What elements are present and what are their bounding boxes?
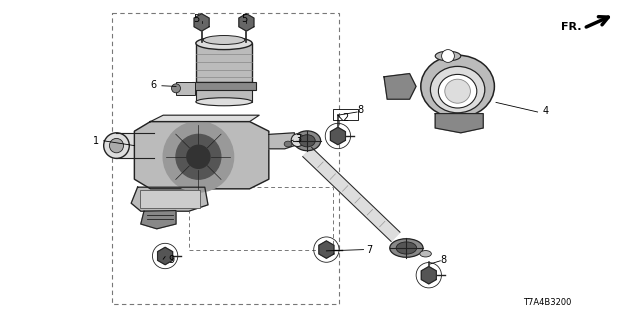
Text: 9: 9	[168, 255, 175, 265]
Ellipse shape	[294, 131, 321, 151]
Text: 4: 4	[543, 106, 549, 116]
Bar	[189, 187, 333, 250]
Ellipse shape	[109, 139, 124, 153]
Polygon shape	[116, 133, 154, 158]
Ellipse shape	[435, 51, 461, 61]
Ellipse shape	[420, 251, 431, 257]
Text: 7: 7	[366, 244, 372, 255]
Text: 6: 6	[150, 80, 157, 91]
Ellipse shape	[438, 75, 477, 108]
Circle shape	[442, 50, 454, 62]
Text: 2: 2	[342, 113, 349, 123]
Ellipse shape	[204, 36, 245, 44]
Text: 8: 8	[440, 255, 447, 265]
Bar	[140, 190, 200, 208]
Ellipse shape	[104, 133, 129, 158]
Polygon shape	[269, 133, 294, 149]
Ellipse shape	[196, 37, 252, 50]
Circle shape	[176, 134, 221, 179]
Polygon shape	[194, 14, 209, 31]
Ellipse shape	[172, 84, 180, 93]
Ellipse shape	[445, 79, 470, 103]
Polygon shape	[303, 148, 400, 241]
Polygon shape	[141, 211, 176, 229]
Text: T7A4B3200: T7A4B3200	[523, 298, 572, 307]
Polygon shape	[134, 122, 269, 189]
Circle shape	[187, 145, 210, 168]
Ellipse shape	[390, 239, 423, 257]
Polygon shape	[384, 74, 416, 99]
Polygon shape	[157, 247, 173, 265]
Circle shape	[163, 122, 234, 192]
Polygon shape	[435, 114, 483, 133]
Text: 1: 1	[93, 136, 99, 146]
Text: 8: 8	[357, 105, 364, 116]
Ellipse shape	[421, 55, 495, 118]
Polygon shape	[239, 14, 254, 31]
Ellipse shape	[300, 135, 316, 147]
Bar	[176, 82, 195, 95]
Polygon shape	[150, 115, 259, 122]
Ellipse shape	[431, 67, 485, 113]
Bar	[196, 89, 252, 102]
Bar	[112, 13, 339, 304]
Text: 5: 5	[193, 14, 200, 24]
Polygon shape	[330, 127, 346, 145]
Ellipse shape	[396, 242, 417, 254]
Polygon shape	[319, 241, 334, 258]
Bar	[333, 109, 358, 120]
Text: 5: 5	[241, 14, 248, 24]
Ellipse shape	[291, 134, 304, 147]
Polygon shape	[131, 187, 208, 211]
Text: FR.: FR.	[561, 22, 582, 32]
Text: 3: 3	[296, 134, 302, 144]
Bar	[192, 82, 256, 90]
Ellipse shape	[284, 141, 292, 147]
Polygon shape	[421, 267, 436, 284]
Ellipse shape	[196, 98, 252, 106]
Bar	[196, 43, 252, 82]
